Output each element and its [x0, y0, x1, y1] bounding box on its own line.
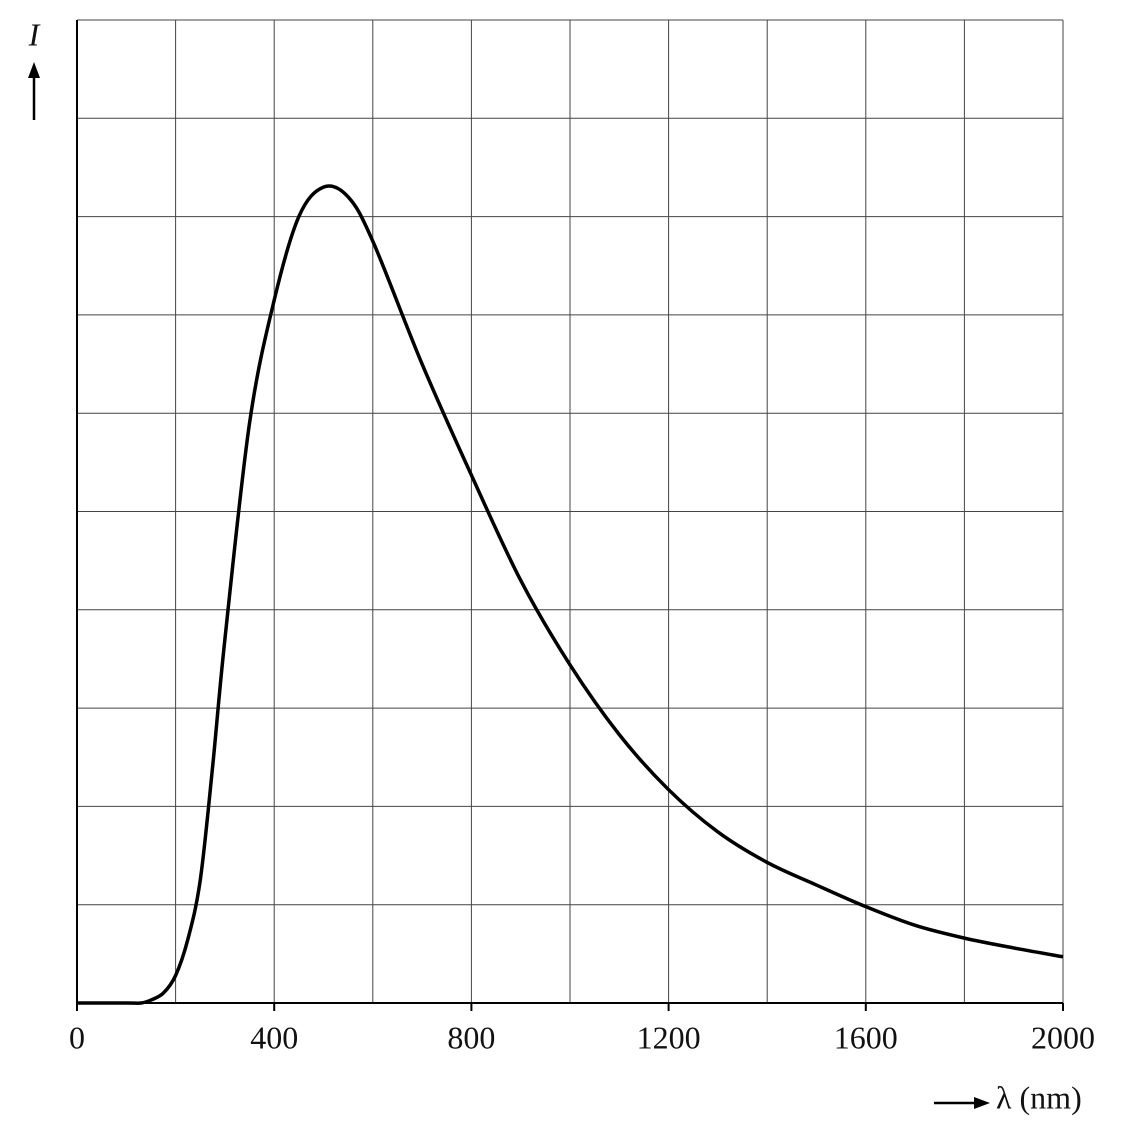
y-arrow	[28, 62, 40, 120]
x-arrow	[934, 1097, 990, 1109]
x-tick-label: 0	[69, 1019, 85, 1055]
x-tick-label: 2000	[1031, 1019, 1095, 1055]
y-axis-label: I	[28, 16, 41, 52]
x-tick-label: 800	[447, 1019, 495, 1055]
curve	[77, 184, 1064, 1005]
x-axis-label: λ (nm)	[996, 1079, 1082, 1115]
x-tick-label: 1200	[637, 1019, 701, 1055]
x-tick-label: 1600	[834, 1019, 898, 1055]
x-tick-label: 400	[250, 1019, 298, 1055]
